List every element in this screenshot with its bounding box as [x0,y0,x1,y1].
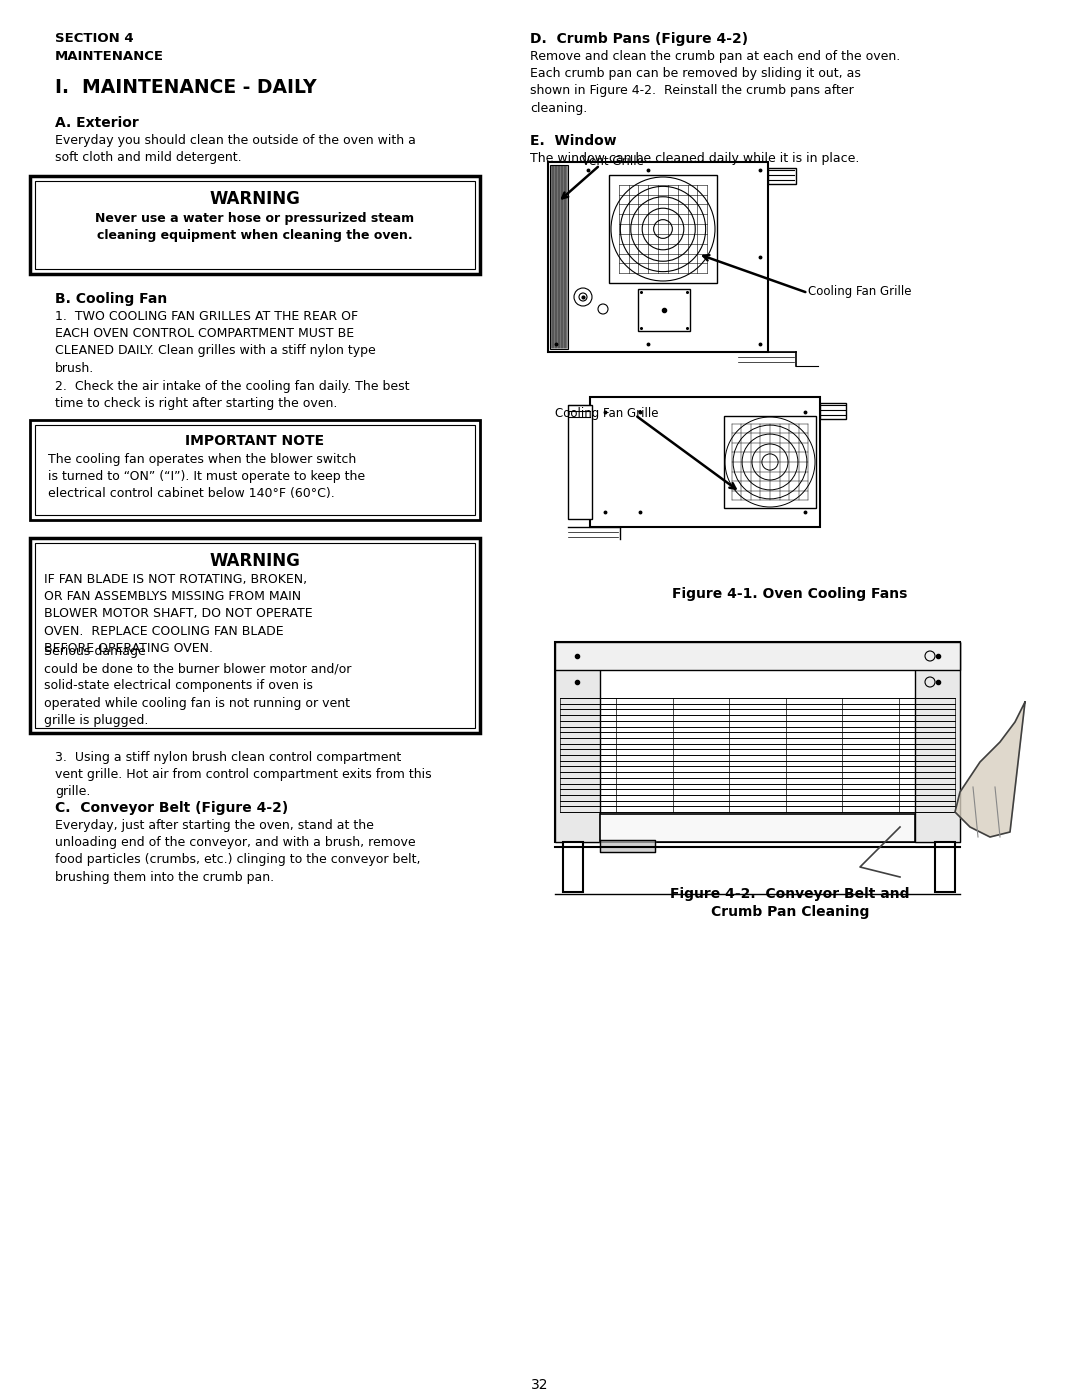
Bar [563,842,583,893]
Text: Cooling Fan Grille: Cooling Fan Grille [808,285,912,298]
Bar [568,405,592,520]
Text: IMPORTANT NOTE: IMPORTANT NOTE [186,434,325,448]
Bar [35,543,475,728]
Bar [30,176,480,274]
Text: E.  Window: E. Window [530,134,617,148]
Text: WARNING: WARNING [210,552,300,570]
Text: Serious damage
could be done to the burner blower motor and/or
solid-state elect: Serious damage could be done to the burn… [44,645,351,726]
Bar [590,397,820,527]
Bar [768,168,796,184]
Bar [35,425,475,515]
Text: 32: 32 [531,1377,549,1391]
Polygon shape [955,703,1025,837]
Text: B. Cooling Fan: B. Cooling Fan [55,292,167,306]
Bar [600,814,915,842]
Bar [550,165,568,349]
Text: 2.  Check the air intake of the cooling fan daily. The best
time to check is rig: 2. Check the air intake of the cooling f… [55,380,409,411]
Text: MAINTENANCE: MAINTENANCE [55,50,164,63]
Bar [638,289,690,331]
Text: I.  MAINTENANCE - DAILY: I. MAINTENANCE - DAILY [55,78,316,96]
Bar [555,643,960,842]
Bar [30,420,480,520]
Text: C.  Conveyor Belt (Figure 4-2): C. Conveyor Belt (Figure 4-2) [55,800,288,814]
Text: Crumb Pan Cleaning: Crumb Pan Cleaning [711,905,869,919]
Bar [555,643,600,842]
Text: Everyday you should clean the outside of the oven with a
soft cloth and mild det: Everyday you should clean the outside of… [55,134,416,165]
Text: Never use a water hose or pressurized steam
cleaning equipment when cleaning the: Never use a water hose or pressurized st… [95,212,415,242]
Bar [35,182,475,270]
Text: The cooling fan operates when the blower switch
is turned to “ON” (“I”). It must: The cooling fan operates when the blower… [48,453,365,500]
Text: 1.  TWO COOLING FAN GRILLES AT THE REAR OF
EACH OVEN CONTROL COMPARTMENT MUST BE: 1. TWO COOLING FAN GRILLES AT THE REAR O… [55,310,376,374]
Bar [609,175,717,284]
Bar [820,402,846,419]
Text: Remove and clean the crumb pan at each end of the oven.
Each crumb pan can be re: Remove and clean the crumb pan at each e… [530,50,901,115]
Text: IF FAN BLADE IS NOT ROTATING, BROKEN,
OR FAN ASSEMBLYS MISSING FROM MAIN
BLOWER : IF FAN BLADE IS NOT ROTATING, BROKEN, OR… [44,573,312,655]
Text: The window can be cleaned daily while it is in place.: The window can be cleaned daily while it… [530,152,860,165]
Text: Figure 4-2.  Conveyor Belt and: Figure 4-2. Conveyor Belt and [671,887,909,901]
Text: SECTION 4: SECTION 4 [55,32,134,45]
Text: WARNING: WARNING [210,190,300,208]
Text: Figure 4-1. Oven Cooling Fans: Figure 4-1. Oven Cooling Fans [673,587,907,601]
Bar [30,538,480,733]
Polygon shape [600,840,654,852]
Bar [548,162,768,352]
Text: D.  Crumb Pans (Figure 4-2): D. Crumb Pans (Figure 4-2) [530,32,748,46]
Text: A. Exterior: A. Exterior [55,116,138,130]
Text: Vent Grille: Vent Grille [582,155,644,168]
Bar [935,842,955,893]
Bar [555,643,960,671]
Text: 3.  Using a stiff nylon brush clean control compartment
vent grille. Hot air fro: 3. Using a stiff nylon brush clean contr… [55,752,432,799]
Text: Cooling Fan Grille: Cooling Fan Grille [555,407,659,420]
Bar [915,643,960,842]
Bar [724,416,816,509]
Text: Everyday, just after starting the oven, stand at the
unloading end of the convey: Everyday, just after starting the oven, … [55,819,420,883]
